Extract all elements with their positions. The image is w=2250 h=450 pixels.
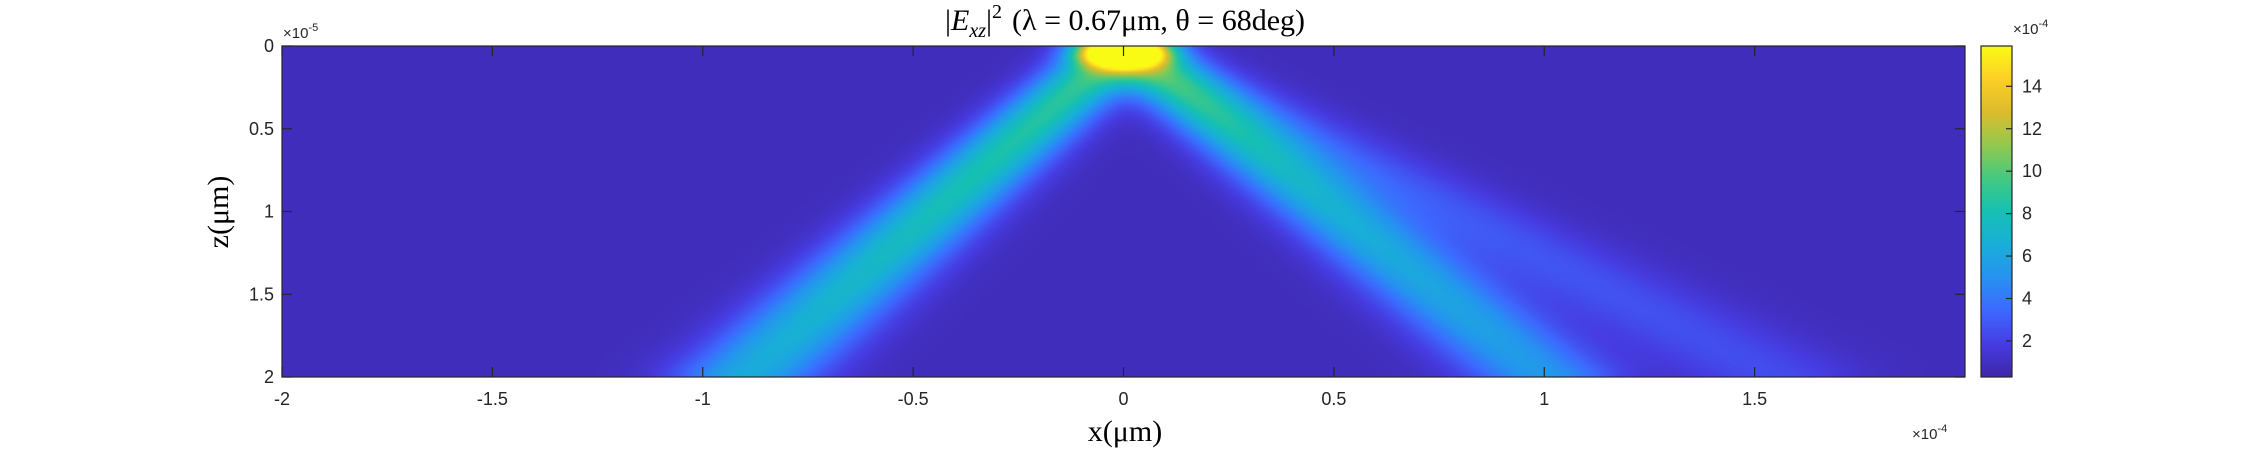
x-tick-label: 0 bbox=[1118, 389, 1128, 409]
colorbar-tick-label: 2 bbox=[2022, 331, 2032, 351]
title-abs-open: | bbox=[945, 4, 951, 37]
y-exponent-label: ×10-5 bbox=[283, 22, 318, 42]
x-exponent-power: -4 bbox=[1937, 423, 1947, 435]
colorbar-tick-label: 14 bbox=[2022, 76, 2042, 96]
colorbar-gradient bbox=[1980, 45, 2013, 378]
heatmap-area bbox=[281, 45, 1966, 378]
colorbar-tick-label: 4 bbox=[2022, 288, 2032, 308]
x-tick-label: 1.5 bbox=[1742, 389, 1767, 409]
x-exponent-label: ×10-4 bbox=[1912, 423, 1947, 443]
chart-title: |Exz|2 (λ = 0.67μm, θ = 68deg) bbox=[945, 1, 1305, 42]
x-tick-label: -1 bbox=[695, 389, 711, 409]
y-axis-label: z(μm) bbox=[202, 176, 235, 249]
y-tick-label: 0.5 bbox=[249, 119, 274, 139]
y-tick-label: 2 bbox=[264, 367, 274, 387]
colorbar-ticks: 2 4 6 8 10 12 14 bbox=[2006, 76, 2042, 351]
colorbar-exponent-base: ×10 bbox=[2013, 21, 2038, 38]
title-base: E bbox=[950, 4, 969, 37]
y-exponent-base: ×10 bbox=[283, 25, 308, 42]
title-abs-close: | bbox=[986, 4, 992, 37]
colorbar-tick-label: 12 bbox=[2022, 119, 2042, 139]
colorbar-tick-label: 6 bbox=[2022, 246, 2032, 266]
y-tick-label: 1 bbox=[264, 202, 274, 222]
colorbar-tick-label: 8 bbox=[2022, 204, 2032, 224]
title-params: (λ = 0.67μm, θ = 68deg) bbox=[1012, 4, 1305, 37]
colorbar: 2 4 6 8 10 12 14 ×10-4 bbox=[1980, 18, 2048, 378]
x-tick-label: 0.5 bbox=[1321, 389, 1346, 409]
x-exponent-base: ×10 bbox=[1912, 426, 1937, 443]
y-tick-label: 0 bbox=[264, 36, 274, 56]
x-axis: -2 -1.5 -1 -0.5 0 0.5 1 1.5 bbox=[274, 46, 1767, 409]
colorbar-tick-label: 10 bbox=[2022, 161, 2042, 181]
y-tick-label: 1.5 bbox=[249, 284, 274, 304]
x-tick-label: -2 bbox=[274, 389, 290, 409]
y-exponent-power: -5 bbox=[308, 22, 318, 34]
colorbar-exponent-label: ×10-4 bbox=[2013, 18, 2048, 38]
x-tick-label: 1 bbox=[1539, 389, 1549, 409]
title-power: 2 bbox=[992, 1, 1002, 23]
x-tick-label: -1.5 bbox=[477, 389, 508, 409]
colorbar-exponent-power: -4 bbox=[2038, 18, 2048, 30]
y-axis: 0 0.5 1 1.5 2 bbox=[249, 36, 1965, 387]
x-tick-label: -0.5 bbox=[898, 389, 929, 409]
x-axis-label: x(μm) bbox=[1088, 415, 1162, 448]
heatmap-image bbox=[282, 46, 1965, 377]
title-subscript: xz bbox=[968, 20, 986, 42]
